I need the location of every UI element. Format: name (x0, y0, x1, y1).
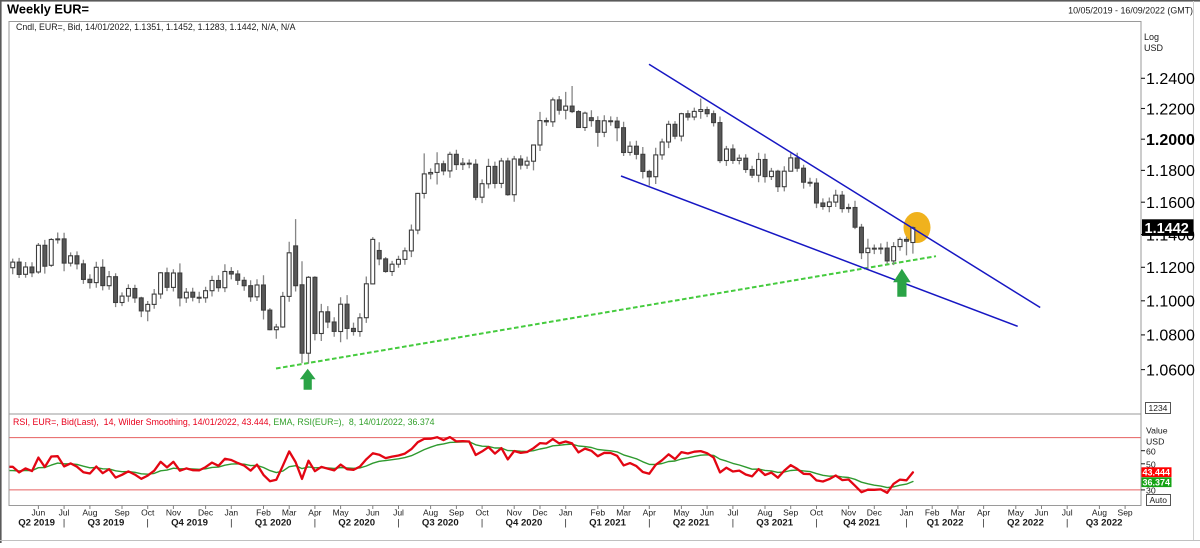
svg-text:Value: Value (1146, 426, 1168, 436)
svg-text:Aug: Aug (757, 507, 772, 517)
svg-text:Apr: Apr (977, 507, 990, 517)
svg-text:|: | (565, 518, 567, 528)
svg-text:|: | (63, 518, 65, 528)
svg-text:Q2 2020: Q2 2020 (338, 518, 375, 529)
svg-text:1.1800: 1.1800 (1146, 163, 1195, 180)
svg-text:|: | (147, 518, 149, 528)
svg-text:Nov: Nov (166, 507, 182, 517)
svg-text:Apr: Apr (643, 507, 656, 517)
svg-text:1.1600: 1.1600 (1146, 195, 1195, 212)
svg-text:USD: USD (1144, 43, 1164, 53)
svg-text:Q3 2021: Q3 2021 (756, 518, 793, 529)
svg-text:|: | (815, 518, 817, 528)
svg-text:Sep: Sep (449, 507, 464, 517)
svg-text:|: | (905, 518, 907, 528)
svg-text:Aug: Aug (1092, 507, 1107, 517)
svg-text:Jul: Jul (1062, 507, 1073, 517)
svg-text:Feb: Feb (925, 507, 940, 517)
svg-text:Sep: Sep (1118, 507, 1133, 517)
svg-text:Aug: Aug (82, 507, 97, 517)
svg-text:Jan: Jan (900, 507, 914, 517)
svg-text:Dec: Dec (867, 507, 883, 517)
svg-text:|: | (732, 518, 734, 528)
svg-text:30: 30 (1146, 486, 1156, 496)
svg-text:1.1000: 1.1000 (1146, 294, 1195, 311)
svg-text:Sep: Sep (114, 507, 129, 517)
svg-text:Q3 2022: Q3 2022 (1086, 518, 1123, 529)
svg-text:Mar: Mar (282, 507, 297, 517)
svg-text:1.2400: 1.2400 (1146, 71, 1195, 88)
svg-text:Jan: Jan (224, 507, 238, 517)
svg-text:1.0800: 1.0800 (1146, 328, 1195, 345)
svg-text:May: May (673, 507, 690, 517)
svg-text:Feb: Feb (590, 507, 605, 517)
svg-text:Q3 2020: Q3 2020 (422, 518, 459, 529)
svg-text:1234: 1234 (1149, 403, 1168, 413)
svg-text:Q1 2021: Q1 2021 (589, 518, 626, 529)
svg-text:Dec: Dec (198, 507, 214, 517)
svg-text:Jun: Jun (1035, 507, 1049, 517)
svg-text:Q1 2020: Q1 2020 (255, 518, 292, 529)
svg-text:Oct: Oct (475, 507, 489, 517)
svg-text:1.2200: 1.2200 (1146, 101, 1195, 118)
svg-text:Jul: Jul (727, 507, 738, 517)
svg-text:|: | (648, 518, 650, 528)
svg-text:1.1200: 1.1200 (1146, 260, 1195, 277)
svg-text:Q4 2021: Q4 2021 (843, 518, 880, 529)
svg-text:|: | (397, 518, 399, 528)
svg-text:Sep: Sep (783, 507, 798, 517)
svg-text:Q2 2021: Q2 2021 (673, 518, 710, 529)
svg-text:Dec: Dec (532, 507, 548, 517)
svg-text:Aug: Aug (423, 507, 438, 517)
svg-text:1.0600: 1.0600 (1146, 362, 1195, 379)
svg-text:Weekly EUR=: Weekly EUR= (7, 2, 89, 17)
svg-text:Jun: Jun (366, 507, 380, 517)
svg-text:|: | (230, 518, 232, 528)
svg-text:Jan: Jan (559, 507, 573, 517)
svg-text:10/05/2019 - 16/09/2022 (GMT): 10/05/2019 - 16/09/2022 (GMT) (1068, 6, 1193, 16)
svg-text:43.444: 43.444 (1143, 467, 1171, 477)
svg-text:Cndl, EUR=, Bid, 14/01/2022, 1: Cndl, EUR=, Bid, 14/01/2022, 1.1351, 1.1… (16, 22, 296, 32)
svg-text:Mar: Mar (616, 507, 631, 517)
svg-text:Q2 2022: Q2 2022 (1007, 518, 1044, 529)
svg-text:Q3 2019: Q3 2019 (87, 518, 124, 529)
svg-text:Nov: Nov (507, 507, 523, 517)
svg-text:Q2 2019: Q2 2019 (18, 518, 55, 529)
svg-text:50: 50 (1146, 459, 1156, 469)
svg-text:Jul: Jul (393, 507, 404, 517)
svg-text:|: | (481, 518, 483, 528)
svg-text:Log: Log (1144, 32, 1159, 42)
svg-text:Nov: Nov (841, 507, 857, 517)
svg-text:1.1442: 1.1442 (1145, 221, 1189, 237)
svg-text:Oct: Oct (141, 507, 155, 517)
svg-text:May: May (1008, 507, 1025, 517)
svg-text:Q4 2019: Q4 2019 (171, 518, 208, 529)
svg-text:USD: USD (1146, 437, 1164, 447)
svg-text:May: May (333, 507, 350, 517)
svg-text:Q4 2020: Q4 2020 (505, 518, 542, 529)
svg-text:Apr: Apr (308, 507, 321, 517)
svg-text:Mar: Mar (951, 507, 966, 517)
svg-text:Auto: Auto (1150, 495, 1168, 505)
svg-text:Jun: Jun (32, 507, 46, 517)
svg-text:Feb: Feb (256, 507, 271, 517)
svg-text:Jun: Jun (700, 507, 714, 517)
svg-text:Oct: Oct (810, 507, 824, 517)
svg-text:|: | (314, 518, 316, 528)
svg-text:RSI, EUR=, Bid(Last), 14, Wil: RSI, EUR=, Bid(Last), 14, Wilder Smoothi… (13, 417, 435, 427)
svg-text:Jul: Jul (59, 507, 70, 517)
svg-text:36.374: 36.374 (1143, 477, 1171, 487)
svg-text:|: | (1066, 518, 1068, 528)
svg-text:|: | (982, 518, 984, 528)
svg-text:1.2000: 1.2000 (1146, 132, 1195, 149)
svg-text:Q1 2022: Q1 2022 (927, 518, 964, 529)
svg-text:60: 60 (1146, 446, 1156, 456)
